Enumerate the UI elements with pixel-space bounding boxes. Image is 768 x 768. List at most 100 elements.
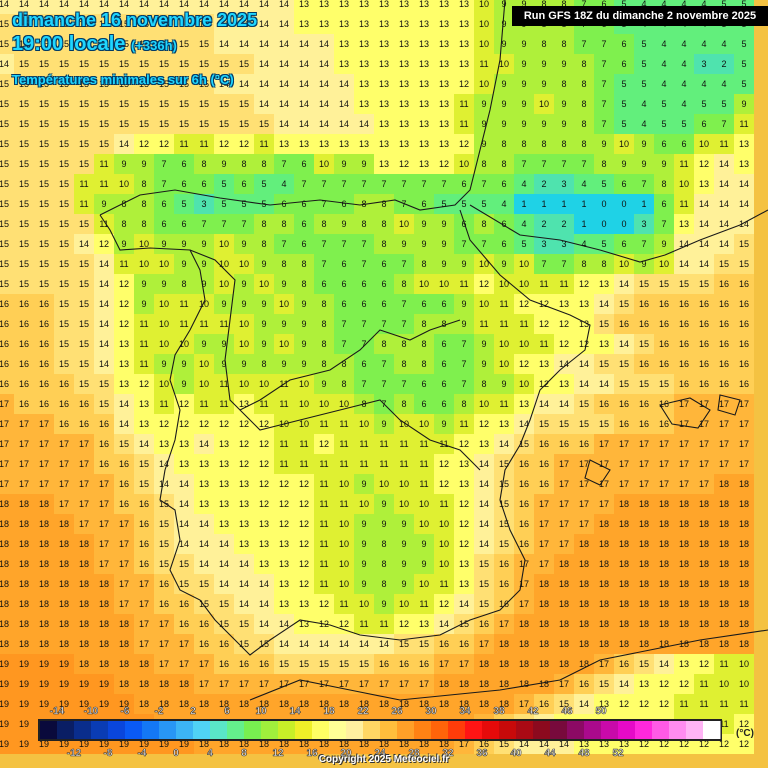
temperature-cell: [634, 34, 654, 54]
temperature-cell: [514, 694, 534, 714]
temperature-value: 18: [39, 599, 49, 609]
temperature-value: 12: [659, 679, 669, 689]
temperature-cell: [294, 334, 314, 354]
temperature-cell: [394, 134, 414, 154]
temperature-cell: [534, 594, 554, 614]
temperature-value: 12: [159, 139, 169, 149]
temperature-cell: [54, 174, 74, 194]
temperature-value: 10: [379, 479, 389, 489]
temperature-value: 11: [119, 259, 128, 269]
temperature-value: 6: [301, 159, 306, 169]
temperature-cell: [74, 374, 94, 394]
temperature-value: 16: [519, 479, 529, 489]
temperature-cell: [334, 554, 354, 574]
temperature-cell: [354, 474, 374, 494]
temperature-cell: [274, 0, 294, 14]
temperature-cell: [114, 214, 134, 234]
temperature-cell: [334, 694, 354, 714]
temperature-value: 15: [79, 39, 89, 49]
temperature-value: 13: [459, 459, 469, 469]
temperature-value: 8: [301, 259, 306, 269]
temperature-value: 17: [439, 659, 449, 669]
temperature-value: 6: [321, 279, 326, 289]
temperature-value: 8: [121, 199, 126, 209]
temperature-cell: [494, 654, 514, 674]
temperature-value: 4: [681, 99, 686, 109]
temperature-cell: [354, 634, 374, 654]
temperature-cell: [0, 634, 14, 654]
temperature-value: 9: [361, 159, 366, 169]
temperature-value: 18: [39, 619, 49, 629]
temperature-cell: [354, 534, 374, 554]
temperature-cell: [534, 334, 554, 354]
temperature-cell: [154, 394, 174, 414]
temperature-value: 18: [259, 699, 269, 709]
temperature-cell: [194, 614, 214, 634]
temperature-value: 13: [359, 79, 369, 89]
temperature-value: 5: [741, 59, 746, 69]
temperature-value: 6: [341, 199, 346, 209]
temperature-cell: [454, 334, 474, 354]
temperature-cell: [694, 574, 714, 594]
temperature-value: 9: [261, 319, 266, 329]
temperature-value: 10: [419, 499, 429, 509]
temperature-value: 15: [159, 59, 169, 69]
temperature-value: 12: [319, 619, 329, 629]
temperature-value: 10: [619, 259, 629, 269]
temperature-cell: [94, 34, 114, 54]
temperature-value: 9: [401, 559, 406, 569]
temperature-value: 14: [239, 19, 249, 29]
temperature-value: 10: [399, 419, 409, 429]
temperature-value: 16: [199, 619, 209, 629]
temperature-cell: [154, 174, 174, 194]
temperature-value: 18: [559, 579, 569, 589]
temperature-value: 7: [481, 239, 486, 249]
temperature-value: 15: [79, 139, 89, 149]
temperature-value: 9: [461, 319, 466, 329]
temperature-cell: [34, 554, 54, 574]
temperature-cell: [714, 234, 734, 254]
temperature-cell: [714, 414, 734, 434]
temperature-value: 11: [219, 399, 228, 409]
temperature-value: 13: [199, 499, 209, 509]
temperature-value: 15: [39, 159, 49, 169]
temperature-value: 11: [159, 399, 168, 409]
temperature-value: 13: [419, 159, 429, 169]
temperature-value: 15: [599, 359, 609, 369]
temperature-value: 15: [19, 219, 29, 229]
temperature-value: 11: [399, 459, 408, 469]
temperature-cell: [374, 654, 394, 674]
temperature-value: 15: [59, 219, 69, 229]
temperature-cell: [474, 674, 494, 694]
temperature-cell: [474, 574, 494, 594]
temperature-value: 18: [739, 519, 749, 529]
temperature-value: 12: [679, 739, 689, 749]
temperature-cell: [714, 534, 734, 554]
temperature-value: 8: [241, 159, 246, 169]
temperature-cell: [654, 314, 674, 334]
temperature-cell: [414, 34, 434, 54]
temperature-cell: [334, 174, 354, 194]
temperature-cell: [634, 474, 654, 494]
temperature-cell: [554, 534, 574, 554]
temperature-value: 16: [699, 359, 709, 369]
temperature-cell: [694, 694, 714, 714]
temperature-cell: [374, 514, 394, 534]
temperature-cell: [574, 594, 594, 614]
temperature-value: 6: [621, 39, 626, 49]
temperature-cell: [234, 114, 254, 134]
temperature-value: 12: [439, 599, 449, 609]
temperature-cell: [334, 594, 354, 614]
temperature-cell: [54, 414, 74, 434]
temperature-cell: [594, 254, 614, 274]
temperature-cell: [134, 574, 154, 594]
temperature-cell: [714, 434, 734, 454]
temperature-cell: [54, 114, 74, 134]
temperature-cell: [174, 454, 194, 474]
temperature-cell: [614, 514, 634, 534]
temperature-cell: [54, 14, 74, 34]
temperature-value: 16: [479, 619, 489, 629]
temperature-value: 16: [639, 399, 649, 409]
temperature-cell: [14, 174, 34, 194]
